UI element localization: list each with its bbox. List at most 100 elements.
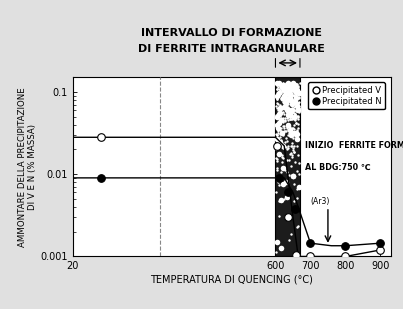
Point — [294, 196, 300, 201]
Point — [274, 102, 281, 107]
Point — [279, 87, 285, 92]
Point — [280, 98, 287, 103]
Point — [279, 96, 286, 101]
Point — [279, 85, 285, 90]
Point — [287, 109, 294, 114]
Point — [276, 145, 282, 150]
Point — [285, 101, 291, 106]
Precipitated N — [377, 241, 384, 246]
Point — [278, 197, 284, 202]
Point — [280, 82, 286, 87]
Point — [293, 252, 300, 256]
Point — [289, 88, 295, 93]
Point — [274, 83, 280, 88]
Point — [277, 135, 283, 140]
Point — [293, 87, 299, 92]
Point — [281, 100, 287, 105]
Point — [283, 103, 289, 108]
Point — [291, 86, 297, 91]
Point — [295, 125, 301, 130]
Point — [275, 128, 281, 133]
Point — [279, 159, 286, 164]
Point — [280, 116, 287, 121]
Point — [286, 215, 293, 220]
Point — [294, 82, 300, 87]
Point — [276, 175, 283, 180]
Point — [275, 92, 282, 97]
Point — [287, 114, 293, 119]
Point — [286, 80, 293, 85]
Point — [291, 112, 298, 117]
Point — [276, 81, 283, 86]
Point — [290, 81, 296, 86]
Point — [274, 133, 280, 138]
Point — [287, 85, 293, 90]
Point — [285, 97, 292, 102]
Point — [280, 82, 287, 87]
Point — [293, 99, 300, 104]
Point — [276, 199, 283, 204]
Point — [283, 103, 289, 108]
Point — [295, 114, 301, 119]
Point — [274, 157, 280, 162]
Text: INTERVALLO DI FORMAZIONE: INTERVALLO DI FORMAZIONE — [141, 28, 322, 38]
Point — [276, 118, 283, 123]
Point — [282, 168, 288, 173]
Point — [295, 102, 301, 107]
Point — [291, 83, 297, 88]
Point — [293, 92, 299, 97]
Point — [283, 170, 290, 175]
Point — [273, 249, 279, 254]
Point — [276, 103, 283, 108]
Point — [274, 80, 280, 85]
Point — [293, 96, 300, 101]
Point — [284, 96, 290, 101]
Point — [282, 140, 288, 145]
Point — [282, 115, 288, 120]
Point — [275, 93, 282, 98]
Point — [274, 80, 280, 85]
Point — [276, 111, 283, 116]
Point — [294, 104, 300, 109]
Point — [276, 83, 282, 88]
Point — [284, 115, 290, 120]
Point — [280, 83, 287, 88]
Point — [281, 97, 288, 102]
Point — [281, 119, 288, 124]
Point — [277, 140, 283, 145]
Point — [279, 140, 286, 145]
Point — [289, 117, 295, 122]
Point — [289, 155, 295, 160]
Point — [296, 185, 303, 190]
Point — [273, 114, 280, 119]
Point — [290, 130, 297, 135]
Point — [293, 131, 300, 136]
Point — [281, 107, 288, 112]
Point — [276, 92, 283, 97]
Point — [274, 177, 280, 182]
Point — [293, 84, 299, 89]
Point — [291, 206, 298, 211]
Point — [277, 83, 283, 87]
Point — [281, 105, 288, 110]
Point — [285, 93, 292, 98]
Point — [283, 87, 289, 92]
Point — [287, 127, 293, 132]
Point — [290, 88, 297, 93]
Point — [284, 86, 290, 91]
Point — [283, 82, 290, 87]
Point — [289, 102, 295, 107]
Point — [286, 106, 292, 111]
Point — [282, 129, 289, 134]
Point — [284, 87, 290, 92]
Point — [280, 123, 287, 128]
Point — [290, 83, 297, 88]
Point — [285, 88, 292, 93]
Point — [280, 181, 287, 186]
Precipitated V — [293, 252, 300, 257]
Point — [281, 83, 287, 88]
Precipitated V — [342, 254, 349, 259]
Point — [292, 130, 299, 135]
Point — [295, 107, 301, 112]
Point — [285, 107, 291, 112]
